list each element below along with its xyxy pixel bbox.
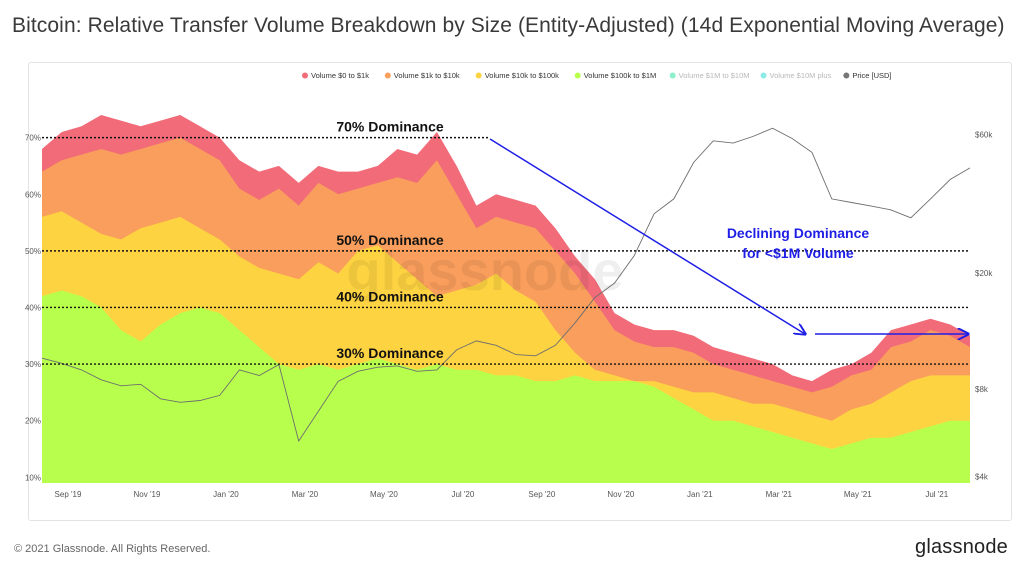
legend-item: Volume $100k to $1M [584, 71, 657, 80]
chart-legend: Volume $0 to $1k Volume $1k to $10k Volume… [302, 71, 892, 80]
x-tick: May '21 [844, 490, 872, 499]
legend-item: Volume $1k to $10k [394, 71, 460, 80]
price-line [41, 127, 971, 443]
x-tick: Jul '21 [925, 490, 948, 499]
y-tick-left: 70% [25, 134, 41, 143]
declining-dominance-annotation: Declining Dominance for <$1M Volume [489, 138, 968, 334]
legend-item: Price [USD] [852, 71, 891, 80]
annotation-line-2: for <$1M Volume [742, 245, 854, 261]
ref-label-30: 30% Dominance [336, 345, 444, 361]
dominance-lines: 70% Dominance 50% Dominance 40% Dominance 3… [42, 119, 968, 365]
chart-frame [28, 62, 1012, 521]
ref-label-50: 50% Dominance [336, 232, 444, 248]
legend-dot [574, 72, 581, 79]
y-axis-right: $4k $8k $20k $60k [975, 130, 993, 481]
brand-logo: glassnode [915, 536, 1008, 558]
y-tick-left: 50% [25, 247, 41, 256]
x-tick: Jan '21 [687, 490, 713, 499]
y-tick-right: $60k [975, 130, 993, 139]
chart-title: Bitcoin: Relative Transfer Volume Breakd… [12, 14, 1005, 37]
legend-dot [384, 72, 391, 79]
annotation-line-1: Declining Dominance [727, 225, 870, 241]
legend-dot [475, 72, 482, 79]
legend-item: Volume $1M to $10M [679, 71, 750, 80]
x-tick: Jul '20 [451, 490, 474, 499]
x-axis: Sep '19 Nov '19 Jan '20 Mar '20 May '20 Jul '… [55, 490, 949, 499]
x-tick: Sep '20 [528, 490, 555, 499]
legend-item: Volume $0 to $1k [311, 71, 369, 80]
area-volume-100k-to-1m [42, 290, 970, 483]
x-tick: Mar '20 [292, 490, 319, 499]
legend-dot [760, 72, 767, 79]
price-series [41, 127, 971, 443]
x-tick: Mar '21 [766, 490, 793, 499]
copyright: © 2021 Glassnode. All Rights Reserved. [14, 543, 211, 555]
y-tick-left: 60% [25, 190, 41, 199]
legend-dot [669, 72, 676, 79]
x-tick: May '20 [370, 490, 398, 499]
x-tick: Nov '19 [134, 490, 161, 499]
legend-item: Volume $10k to $100k [485, 71, 559, 80]
watermark: glassnode [347, 239, 624, 302]
y-tick-left: 40% [25, 303, 41, 312]
x-tick: Nov '20 [607, 490, 634, 499]
y-tick-right: $4k [975, 473, 989, 482]
x-tick: Jan '20 [213, 490, 239, 499]
ref-label-70: 70% Dominance [336, 119, 444, 135]
y-axis-left: 10% 20% 30% 40% 50% 60% 70% [25, 134, 41, 483]
y-tick-left: 30% [25, 360, 41, 369]
decline-arrow [489, 138, 805, 334]
y-tick-right: $8k [975, 385, 989, 394]
ref-label-40: 40% Dominance [336, 288, 444, 304]
x-tick: Sep '19 [55, 490, 82, 499]
y-tick-right: $20k [975, 269, 993, 278]
y-tick-left: 20% [25, 417, 41, 426]
y-tick-left: 10% [25, 473, 41, 482]
stacked-areas [42, 115, 970, 483]
legend-dot [843, 72, 850, 79]
legend-dot [302, 72, 308, 79]
legend-item: Volume $10M plus [770, 71, 832, 80]
